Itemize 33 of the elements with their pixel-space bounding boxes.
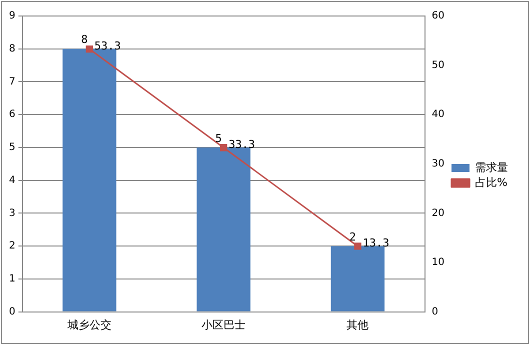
data-label: 2 bbox=[349, 230, 356, 244]
y2-tick-label: 30 bbox=[432, 158, 445, 170]
y2-tick-label: 40 bbox=[432, 109, 445, 120]
bar bbox=[330, 246, 385, 312]
data-label: 5 bbox=[215, 132, 222, 145]
point bbox=[86, 45, 94, 53]
point bbox=[220, 144, 228, 152]
x-tick-label: 小区巴士 bbox=[202, 318, 246, 332]
y-tick-label: 7 bbox=[8, 76, 16, 88]
bar bbox=[196, 147, 250, 312]
point bbox=[354, 242, 362, 250]
y-tick-label: 6 bbox=[8, 109, 16, 120]
y2-tick-label: 50 bbox=[432, 60, 445, 71]
data-label: 33.3 bbox=[228, 138, 256, 151]
data-label: 8 bbox=[81, 33, 88, 46]
y-tick-label: 0 bbox=[8, 306, 16, 318]
y-tick-label: 3 bbox=[8, 208, 16, 219]
y2-tick-label: 10 bbox=[432, 257, 445, 268]
y-tick-label: 1 bbox=[8, 274, 16, 285]
y2-tick-label: 0 bbox=[432, 306, 438, 318]
y2-tick-label: 60 bbox=[432, 10, 445, 22]
legend-label: 需求量 bbox=[475, 160, 508, 174]
y-tick-label: 9 bbox=[8, 10, 16, 22]
bar bbox=[62, 48, 116, 312]
y2-tick-label: 20 bbox=[432, 208, 445, 219]
data-label: 53.3 bbox=[94, 39, 121, 52]
y-tick-label: 2 bbox=[8, 240, 16, 252]
y-tick-label: 4 bbox=[8, 174, 16, 186]
y-tick-label: 8 bbox=[8, 43, 16, 54]
legend-label: 占比% bbox=[475, 176, 508, 189]
y-tick-label: 5 bbox=[8, 142, 16, 154]
x-tick-label: 城乡公交 bbox=[66, 318, 112, 332]
x-tick-label: 其他 bbox=[346, 318, 369, 332]
